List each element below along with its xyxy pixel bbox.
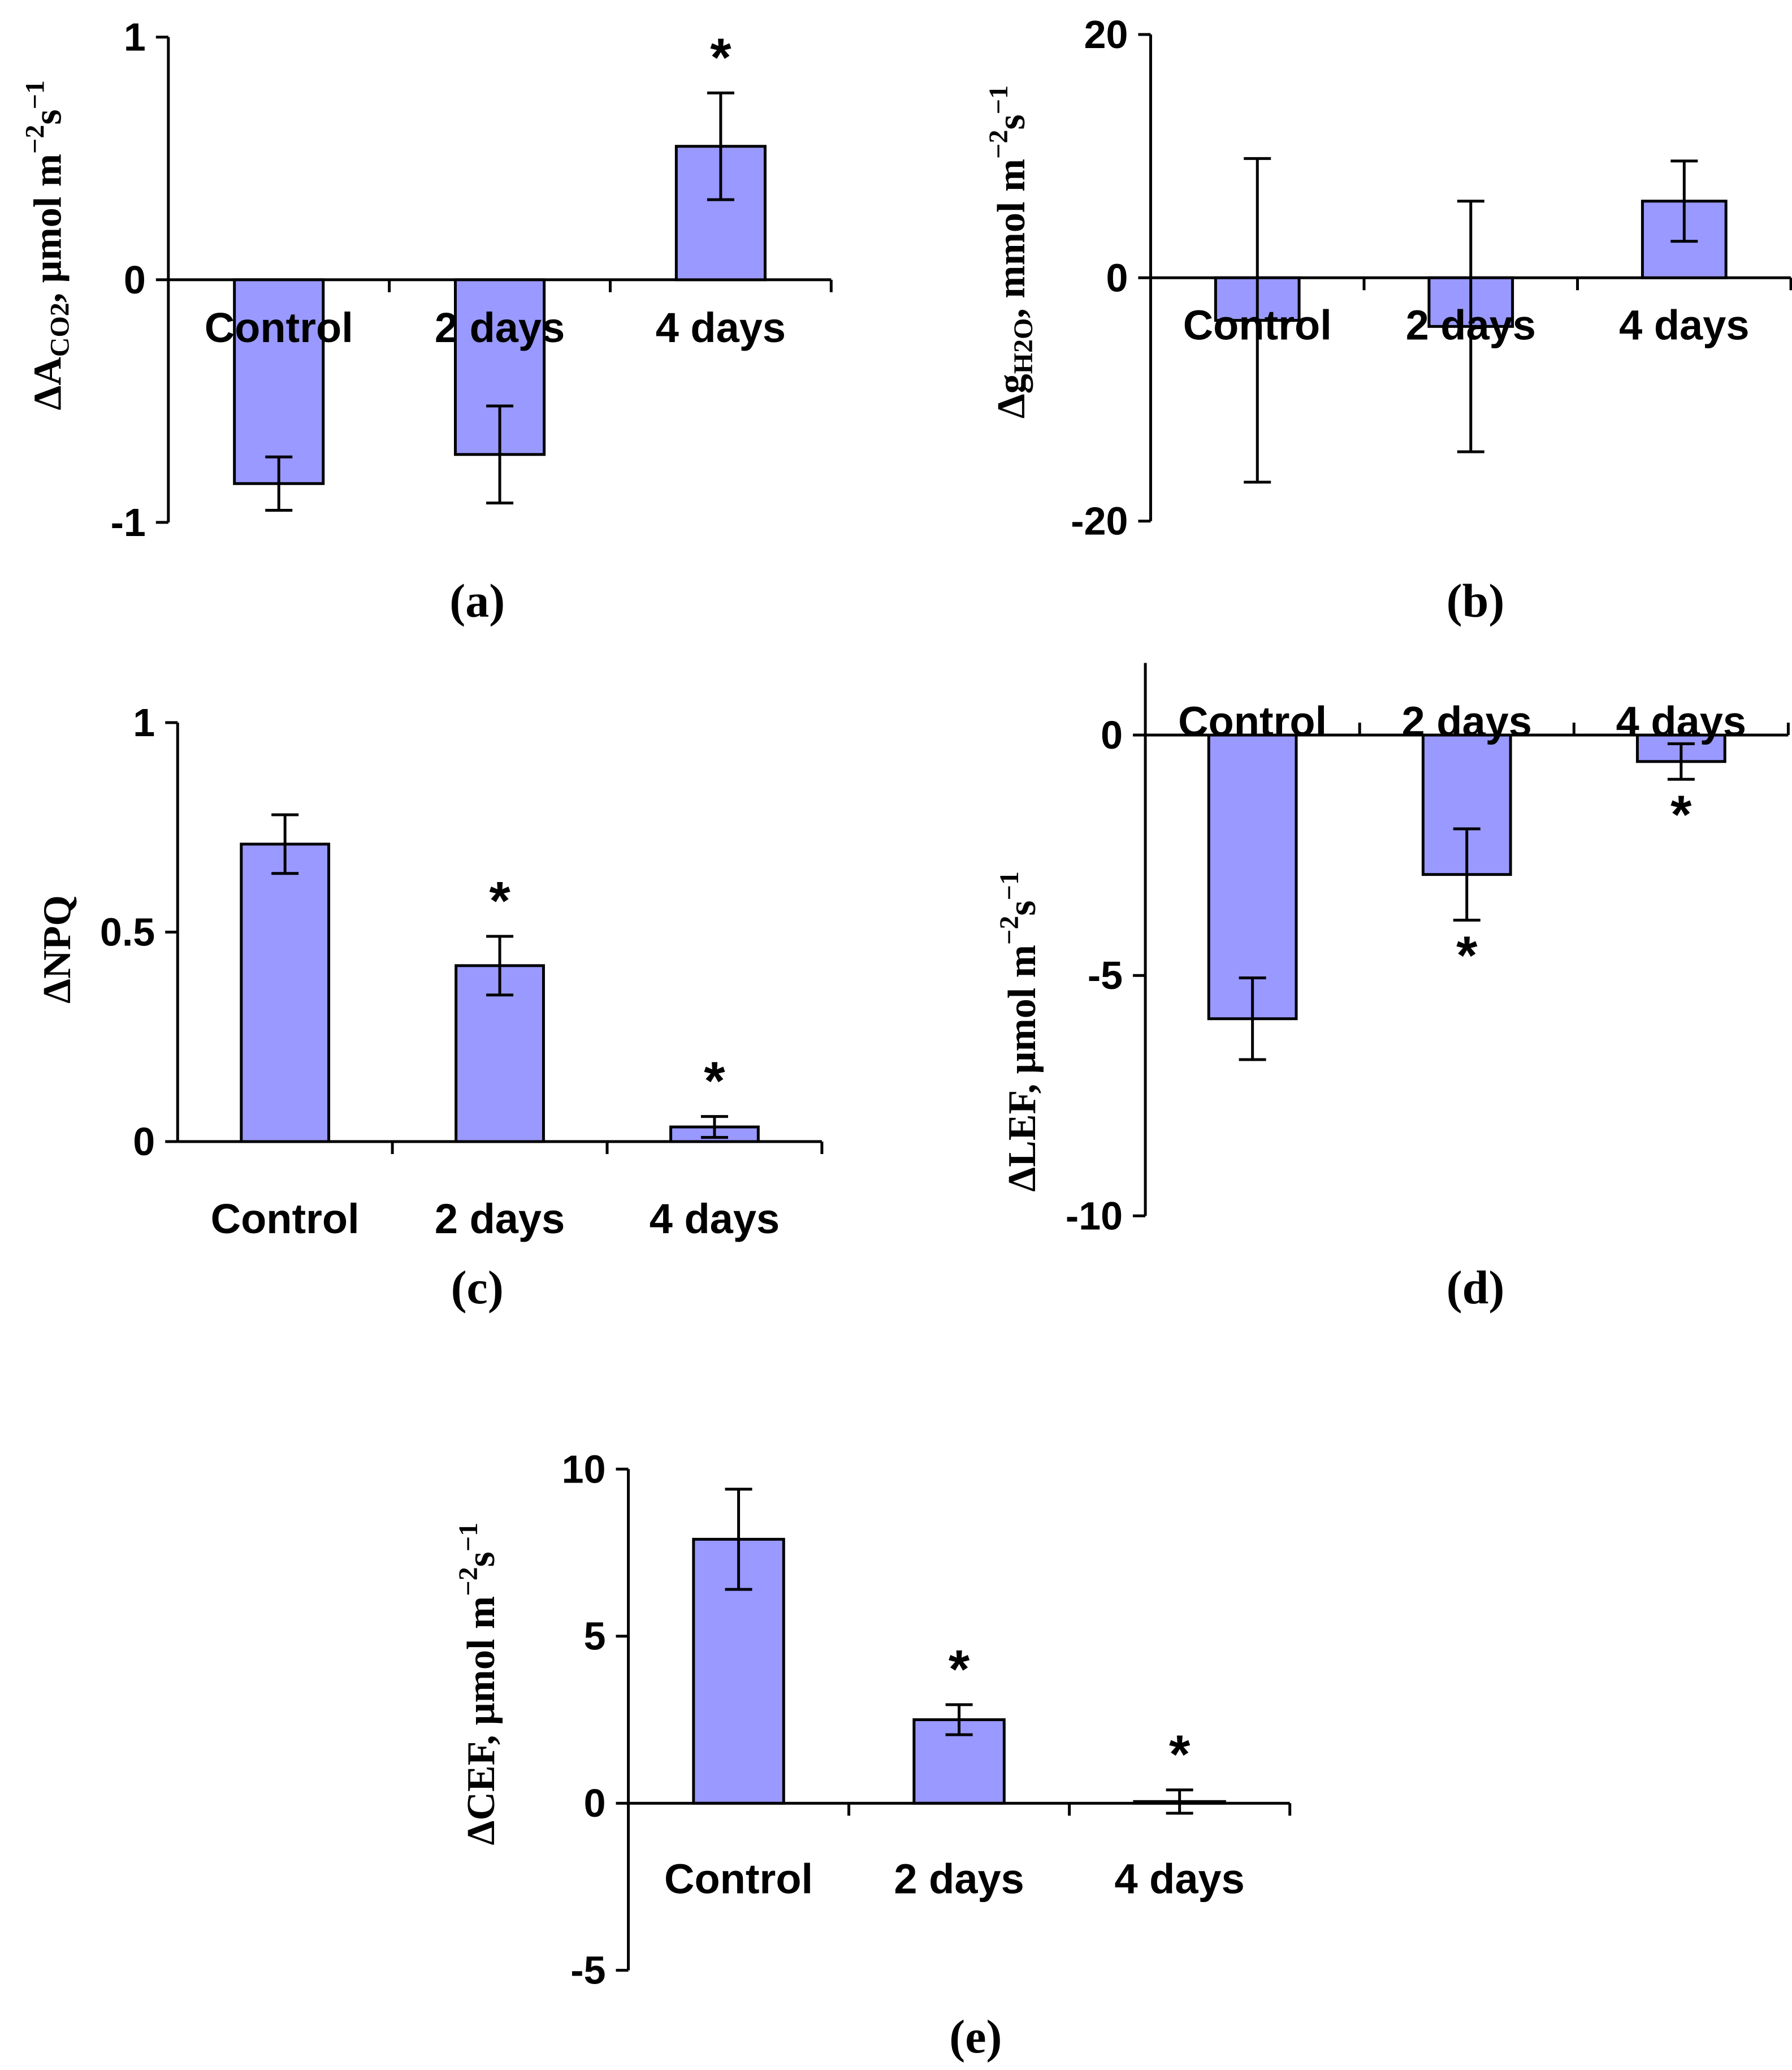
category-label: 2 days (894, 1856, 1024, 1903)
category-label: 4 days (1114, 1856, 1244, 1903)
y-tick-label: -1 (111, 500, 146, 544)
y-tick-label: 0 (124, 258, 146, 302)
category-label: 2 days (435, 304, 565, 351)
chart-panel-d: -10 -5 0 Control * 2 days * 4 days (d) ΔLEF, μmol… (994, 663, 1790, 1314)
panel-label: (c) (451, 1261, 504, 1314)
significance-marker: * (1670, 784, 1692, 845)
category-label: 2 days (435, 1195, 565, 1242)
y-tick-label: 10 (562, 1447, 606, 1491)
y-tick-label: 5 (584, 1614, 606, 1658)
category-label: 4 days (1619, 301, 1749, 348)
chart-panel-e: -5 0 5 10 Control * 2 days * 4 days (e) ΔCEF, μmol… (453, 1447, 1292, 2063)
y-tick-label: -5 (570, 1948, 605, 1993)
category-label: Control (1178, 698, 1327, 745)
significance-marker: * (489, 871, 510, 931)
chart-panel-b: -20 0 20 Control 2 days 4 days (b) ΔgH2O, mmol … (984, 12, 1792, 627)
y-axis-label: ΔLEF, μmol m−2s−1 (994, 871, 1044, 1192)
bar-4-days (674, 145, 767, 282)
category-label: Control (205, 304, 353, 351)
category-label: Control (664, 1856, 813, 1903)
panel-label: (b) (1447, 574, 1505, 627)
y-tick-label: 20 (1084, 12, 1128, 57)
y-axis-label: ΔgH2O, mmol m−2s−1 (984, 85, 1038, 418)
category-label: Control (211, 1195, 360, 1242)
y-tick-label: 0 (1106, 256, 1128, 300)
category-label: 4 days (656, 304, 786, 351)
y-axis-label: ΔACO2, μmol m−2s−1 (20, 80, 75, 410)
bar-control (233, 278, 325, 485)
y-tick-label: 0.5 (100, 910, 155, 954)
y-tick-label: 0 (133, 1120, 155, 1164)
category-label: 2 days (1402, 698, 1532, 745)
panel-label: (d) (1447, 1261, 1505, 1314)
category-label: 2 days (1406, 301, 1536, 348)
panel-label: (a) (449, 574, 505, 627)
chart-panel-a: -1 0 1 Control 2 days * 4 days (a) ΔACO2, μmol m… (20, 15, 833, 627)
significance-marker: * (1169, 1725, 1191, 1785)
y-axis-label: ΔNPQ (36, 895, 79, 1004)
y-tick-label: -10 (1066, 1194, 1123, 1238)
panel-label: (e) (949, 2011, 1002, 2063)
significance-marker: * (1456, 925, 1478, 986)
category-label: 4 days (1616, 698, 1746, 745)
y-tick-label: -20 (1071, 499, 1128, 543)
bar-control (1207, 733, 1298, 1021)
y-tick-label: 1 (133, 701, 155, 745)
bar-control (240, 842, 331, 1143)
category-label: 4 days (650, 1195, 780, 1242)
y-tick-label: 1 (124, 15, 146, 59)
significance-marker: * (949, 1639, 970, 1700)
y-tick-label: 0 (584, 1781, 606, 1825)
significance-marker: * (710, 27, 731, 88)
significance-marker: * (704, 1051, 725, 1112)
y-tick-label: 0 (1101, 713, 1123, 757)
chart-panel-c: 0 0.5 1 Control * 2 days * 4 days (c) ΔNPQ (36, 701, 824, 1314)
y-tick-label: -5 (1088, 953, 1123, 997)
category-label: Control (1183, 301, 1332, 348)
y-axis-label: ΔCEF, μmol m−2s−1 (453, 1523, 503, 1846)
